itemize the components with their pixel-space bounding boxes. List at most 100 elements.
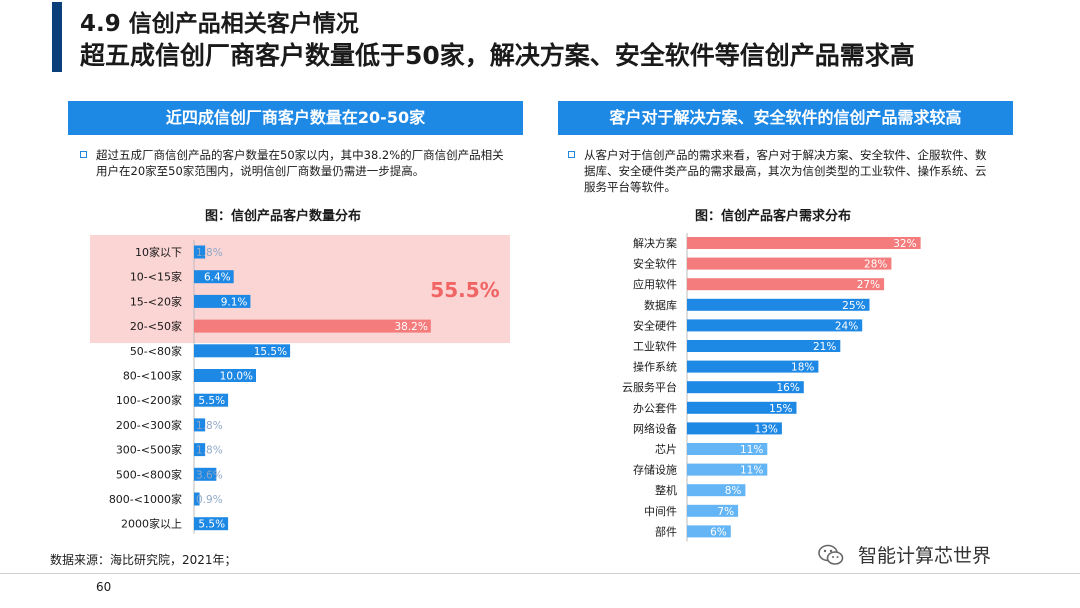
value-label: 11% (740, 465, 763, 477)
bar (194, 443, 206, 457)
category-label: 15-<20家 (130, 294, 182, 308)
category-label: 应用软件 (633, 277, 677, 291)
bar (687, 237, 921, 249)
bar (194, 319, 431, 333)
highlight-percent-label: 55.5% (430, 278, 499, 302)
bar (687, 443, 768, 455)
category-label: 20-<50家 (130, 319, 182, 333)
right-bullet-content: 从客户对于信创产品的需求来看，客户对于解决方案、安全软件、企服软件、数据库、安全… (584, 148, 987, 194)
bar (194, 344, 291, 358)
wechat-account-name: 智能计算芯世界 (858, 545, 992, 567)
value-label: 25% (842, 300, 865, 312)
bar (687, 319, 863, 332)
bar (687, 525, 731, 538)
footer-divider (0, 573, 1080, 574)
value-label: 9.1% (221, 296, 248, 308)
category-label: 100-<200家 (116, 393, 182, 407)
bar (194, 270, 234, 284)
value-label: 18% (791, 362, 814, 374)
category-label: 50-<80家 (130, 344, 182, 358)
page-title: 4.9 信创产品相关客户情况 (80, 11, 359, 37)
bar (687, 360, 819, 373)
value-label: 11% (740, 444, 763, 456)
value-label: 28% (864, 259, 887, 271)
right-section-heading: 客户对于解决方案、安全软件的信创产品需求较高 (558, 101, 1013, 135)
bar (687, 463, 768, 476)
left-section-heading: 近四成信创厂商客户数量在20-50家 (68, 101, 523, 135)
category-label: 安全硬件 (633, 318, 677, 332)
bar (687, 401, 797, 414)
value-label: 1.8% (196, 445, 223, 457)
value-label: 21% (813, 341, 836, 353)
bar (194, 294, 251, 308)
category-label: 整机 (655, 483, 677, 497)
category-label: 安全软件 (633, 257, 677, 271)
bar (687, 504, 739, 517)
category-label: 2000家以上 (121, 517, 182, 531)
wechat-icon (818, 544, 844, 565)
value-label: 7% (717, 506, 734, 518)
category-label: 800-<1000家 (109, 492, 182, 506)
value-label: 1.8% (196, 247, 223, 259)
bar (194, 418, 206, 432)
left-chart-title: 图：信创产品客户数量分布 (205, 209, 362, 224)
title-accent-bar (52, 2, 62, 72)
bar (687, 257, 892, 270)
bar (687, 278, 885, 291)
category-label: 操作系统 (633, 360, 677, 374)
value-label: 32% (893, 238, 916, 250)
customer-count-chart: 55.5% 10家以下 1.8% 10-<15家 6.4% 15-<20家 9.1% 20-<… (90, 235, 510, 534)
value-label: 3.6% (196, 469, 223, 481)
value-label: 24% (835, 320, 858, 332)
bar (687, 298, 870, 311)
category-label: 中间件 (644, 505, 677, 518)
bar (194, 393, 229, 407)
category-label: 工业软件 (633, 339, 677, 353)
bar (687, 381, 804, 394)
bar (687, 340, 841, 352)
bar (194, 369, 256, 382)
value-label: 6% (710, 526, 727, 538)
value-label: 5.5% (198, 395, 225, 407)
page-subtitle: 超五成信创厂商客户数量低于50家，解决方案、安全软件等信创产品需求高 (80, 41, 915, 70)
category-label: 10家以下 (135, 245, 182, 259)
right-bullet-text: 从客户对于信创产品的需求来看，客户对于解决方案、安全软件、企服软件、数据库、安全… (568, 147, 994, 195)
left-bullet-text: 超过五成厂商信创产品的客户数量在50家以内，其中38.2%的厂商信创产品相关用户… (80, 147, 506, 179)
data-source: 数据来源：海比研究院，2021年； (50, 553, 237, 567)
category-label: 办公套件 (633, 402, 677, 415)
bar (687, 422, 782, 435)
value-label: 15.5% (254, 346, 287, 358)
bar (194, 245, 206, 259)
value-label: 16% (776, 382, 799, 394)
category-label: 存储设施 (633, 463, 677, 477)
bullet-square-icon (568, 151, 575, 158)
value-label: 8% (725, 485, 742, 497)
category-label: 80-<100家 (123, 369, 182, 383)
category-label: 部件 (655, 524, 677, 538)
bar (194, 467, 217, 481)
value-label: 1.8% (196, 420, 223, 432)
bar (687, 484, 746, 497)
category-label: 500-<800家 (116, 467, 182, 481)
category-label: 芯片 (655, 442, 677, 456)
bullet-square-icon (80, 151, 87, 158)
value-label: 0.9% (196, 494, 223, 506)
category-label: 解决方案 (633, 236, 677, 250)
page-number: 60 (96, 580, 112, 594)
category-label: 网络设备 (633, 421, 677, 435)
category-label: 10-<15家 (130, 270, 182, 284)
value-label: 5.5% (198, 519, 225, 531)
left-bullet-content: 超过五成厂商信创产品的客户数量在50家以内，其中38.2%的厂商信创产品相关用户… (96, 148, 504, 178)
value-label: 10.0% (220, 371, 253, 383)
bar (194, 492, 200, 506)
category-label: 数据库 (644, 298, 677, 312)
right-chart-title: 图：信创产品客户需求分布 (695, 209, 852, 224)
value-label: 27% (857, 279, 880, 291)
customer-demand-chart: 解决方案 32% 安全软件 28% 应用软件 27% 数据库 25% 安全硬件 24% 工业软件 21… (622, 233, 921, 542)
value-label: 6.4% (204, 272, 231, 284)
category-label: 300-<500家 (116, 443, 182, 457)
value-label: 15% (769, 403, 792, 415)
bar (194, 517, 229, 531)
value-label: 38.2% (394, 321, 427, 333)
